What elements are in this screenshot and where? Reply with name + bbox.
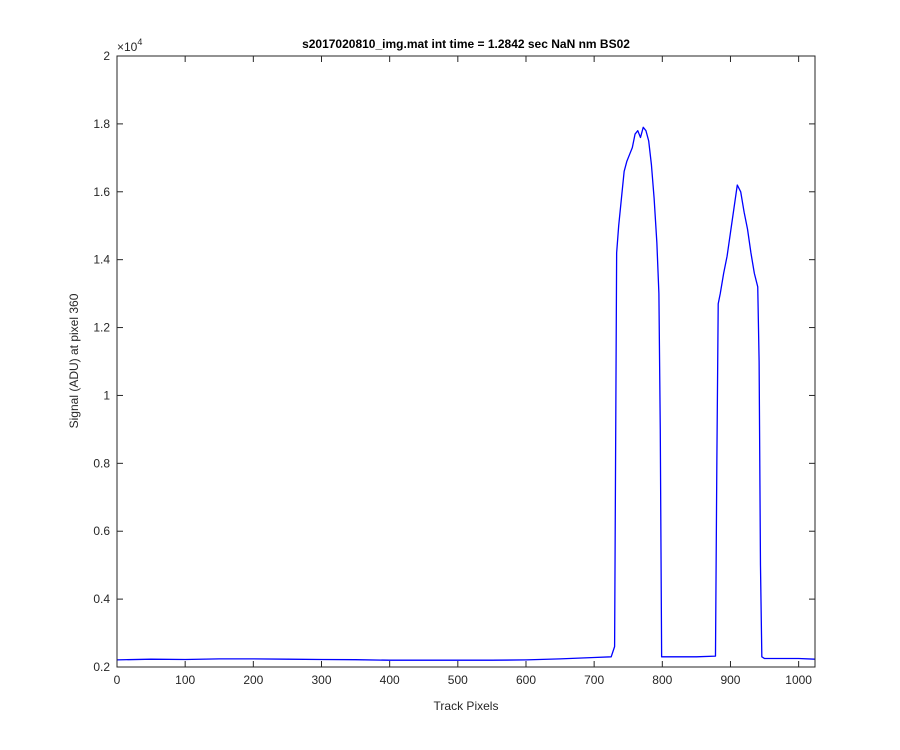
- x-tick-label: 400: [380, 673, 400, 687]
- axes-box: [116, 55, 816, 668]
- y-tick-label: 1.2: [93, 321, 110, 335]
- y-tick-label: 1.4: [93, 253, 110, 267]
- x-tick-label: 200: [243, 673, 263, 687]
- x-tick-label: 1000: [785, 673, 812, 687]
- y-tick-label: 2: [103, 49, 110, 63]
- x-tick-label: 900: [720, 673, 740, 687]
- y-ticks: 0.2 0.4 0.6 0.8 1 1.2 1.4 1.6 1.8 2: [93, 49, 815, 674]
- y-exponent-label: ×104: [117, 37, 142, 54]
- y-tick-label: 0.8: [93, 456, 110, 470]
- x-tick-label: 100: [175, 673, 195, 687]
- x-tick-label: 800: [652, 673, 672, 687]
- x-tick-label: 500: [448, 673, 468, 687]
- y-exponent-base: ×10: [117, 40, 138, 54]
- chart-title: s2017020810_img.mat int time = 1.2842 se…: [302, 37, 630, 51]
- x-axis-label: Track Pixels: [434, 699, 499, 713]
- y-tick-label: 0.2: [93, 660, 110, 674]
- series-line: [116, 126, 816, 661]
- x-tick-label: 300: [311, 673, 331, 687]
- y-axis-label: Signal (ADU) at pixel 360: [67, 293, 81, 428]
- y-tick-label: 1.6: [93, 185, 110, 199]
- x-ticks: 0 100 200 300 400 500 600 700 800 900 1000: [114, 56, 812, 687]
- x-tick-label: 0: [114, 673, 121, 687]
- y-tick-label: 0.6: [93, 524, 110, 538]
- y-tick-label: 1.8: [93, 117, 110, 131]
- x-tick-label: 600: [516, 673, 536, 687]
- y-tick-label: 0.4: [93, 592, 110, 606]
- plot-area: [117, 56, 815, 667]
- y-tick-label: 1: [103, 388, 110, 402]
- x-tick-label: 700: [584, 673, 604, 687]
- y-exponent-power: 4: [137, 37, 142, 47]
